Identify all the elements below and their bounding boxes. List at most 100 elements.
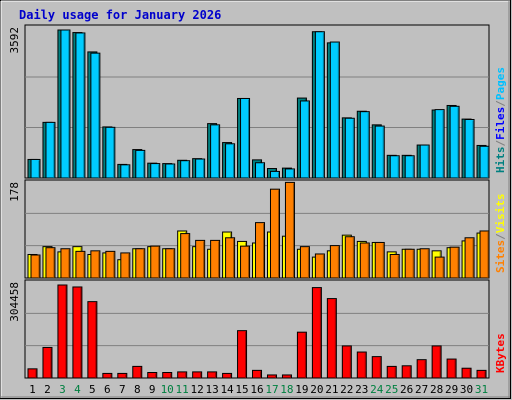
x-label-day-16: 16 — [250, 383, 263, 396]
bar-files-day-17 — [269, 170, 280, 179]
bar-files-day-12 — [195, 158, 206, 179]
x-label-day-10: 10 — [161, 383, 174, 396]
x-label-day-18: 18 — [280, 383, 293, 396]
bar-kbytes-day-20 — [311, 287, 322, 379]
bar-kbytes-day-29 — [446, 358, 457, 379]
bar-sites-day-2 — [45, 247, 56, 279]
bar-files-day-8 — [135, 149, 146, 179]
bar-sites-day-17 — [269, 188, 280, 279]
x-label-day-14: 14 — [220, 383, 234, 396]
bar-kbytes-day-22 — [341, 345, 352, 379]
bar-files-day-10 — [165, 163, 176, 179]
x-label-day-9: 9 — [149, 383, 156, 396]
bar-files-day-4 — [75, 32, 86, 179]
x-label-day-23: 23 — [355, 383, 368, 396]
series-label-part: Sites — [494, 240, 507, 273]
bar-kbytes-day-11 — [177, 371, 188, 379]
x-label-day-15: 15 — [235, 383, 248, 396]
series-label-part: / — [494, 233, 507, 240]
x-label-day-7: 7 — [119, 383, 126, 396]
panel-area — [24, 279, 490, 379]
bar-files-day-6 — [105, 126, 116, 179]
x-label-day-29: 29 — [445, 383, 458, 396]
x-label-day-30: 30 — [460, 383, 473, 396]
bar-kbytes-day-19 — [296, 331, 307, 379]
bar-files-day-28 — [434, 109, 445, 179]
bar-files-day-1 — [30, 158, 41, 179]
bar-kbytes-day-30 — [461, 367, 472, 379]
y-max-label: 304458 — [8, 282, 21, 322]
x-label-day-5: 5 — [89, 383, 96, 396]
y-max-label: 3592 — [8, 27, 21, 54]
bar-kbytes-day-13 — [207, 371, 218, 379]
x-label-day-31: 31 — [475, 383, 488, 396]
bar-sites-day-1 — [30, 254, 41, 279]
bar-kbytes-day-18 — [281, 374, 292, 379]
bar-kbytes-day-14 — [222, 372, 233, 379]
series-label-part: Files — [494, 107, 507, 140]
bar-kbytes-day-15 — [237, 330, 248, 379]
bar-files-day-15 — [240, 97, 251, 179]
bar-kbytes-day-2 — [42, 346, 53, 379]
x-label-day-24: 24 — [370, 383, 384, 396]
bar-sites-day-15 — [240, 245, 251, 279]
x-label-day-19: 19 — [295, 383, 308, 396]
x-label-day-25: 25 — [385, 383, 398, 396]
bar-sites-day-30 — [464, 237, 475, 279]
bar-sites-day-29 — [449, 246, 460, 279]
bar-files-day-26 — [404, 155, 415, 179]
series-label-part: / — [494, 140, 507, 147]
bar-kbytes-day-6 — [102, 372, 113, 379]
series-label-part: Visits — [494, 194, 507, 234]
bar-files-day-13 — [210, 124, 221, 179]
series-label-part: KBytes — [494, 333, 507, 373]
x-label-day-13: 13 — [205, 383, 218, 396]
x-label-day-17: 17 — [265, 383, 278, 396]
x-label-day-3: 3 — [59, 383, 66, 396]
panel-visits-sites: 178 Sites/Visits — [8, 179, 507, 279]
bar-sites-day-5 — [90, 250, 101, 279]
bar-kbytes-day-7 — [117, 372, 128, 379]
bar-sites-day-13 — [210, 239, 221, 279]
bar-files-day-30 — [464, 118, 475, 179]
bar-kbytes-day-23 — [356, 351, 367, 379]
bar-sites-day-23 — [359, 242, 370, 279]
bar-files-day-19 — [299, 100, 310, 179]
y-max-label: 178 — [8, 182, 21, 202]
bar-files-day-9 — [150, 163, 161, 179]
bar-sites-day-9 — [150, 245, 161, 279]
bar-files-day-20 — [314, 31, 325, 179]
series-label-kbytes: KBytes — [494, 333, 507, 373]
bar-kbytes-day-17 — [266, 374, 277, 379]
bar-files-day-29 — [449, 105, 460, 179]
bar-sites-day-4 — [75, 250, 86, 279]
chart-panels: 3592Hits/Files/Pages178Sites/Visits30445… — [8, 24, 507, 379]
bar-kbytes-day-26 — [401, 365, 412, 379]
bar-files-day-14 — [225, 143, 236, 179]
x-label-day-28: 28 — [430, 383, 443, 396]
series-label-part: Pages — [494, 67, 507, 100]
bar-sites-day-12 — [195, 239, 206, 279]
bar-kbytes-day-5 — [87, 301, 98, 379]
bar-kbytes-day-8 — [132, 365, 143, 379]
bar-files-day-3 — [60, 29, 71, 179]
bar-sites-day-25 — [389, 253, 400, 279]
bar-sites-day-21 — [329, 245, 340, 279]
bar-sites-day-27 — [419, 248, 430, 279]
bar-sites-day-8 — [135, 248, 146, 279]
series-label-part: / — [494, 100, 507, 107]
bar-kbytes-day-28 — [431, 345, 442, 379]
bar-kbytes-day-31 — [476, 369, 487, 379]
bar-sites-day-24 — [374, 241, 385, 279]
bar-files-day-16 — [255, 162, 266, 179]
x-label-day-22: 22 — [340, 383, 353, 396]
bar-kbytes-day-10 — [162, 372, 173, 379]
bar-sites-day-7 — [120, 252, 131, 279]
bar-sites-day-20 — [314, 253, 325, 279]
bar-files-day-31 — [479, 145, 490, 179]
bar-kbytes-day-1 — [27, 368, 38, 379]
bar-files-day-23 — [359, 111, 370, 179]
bar-files-day-21 — [329, 41, 340, 179]
x-label-day-6: 6 — [104, 383, 111, 396]
